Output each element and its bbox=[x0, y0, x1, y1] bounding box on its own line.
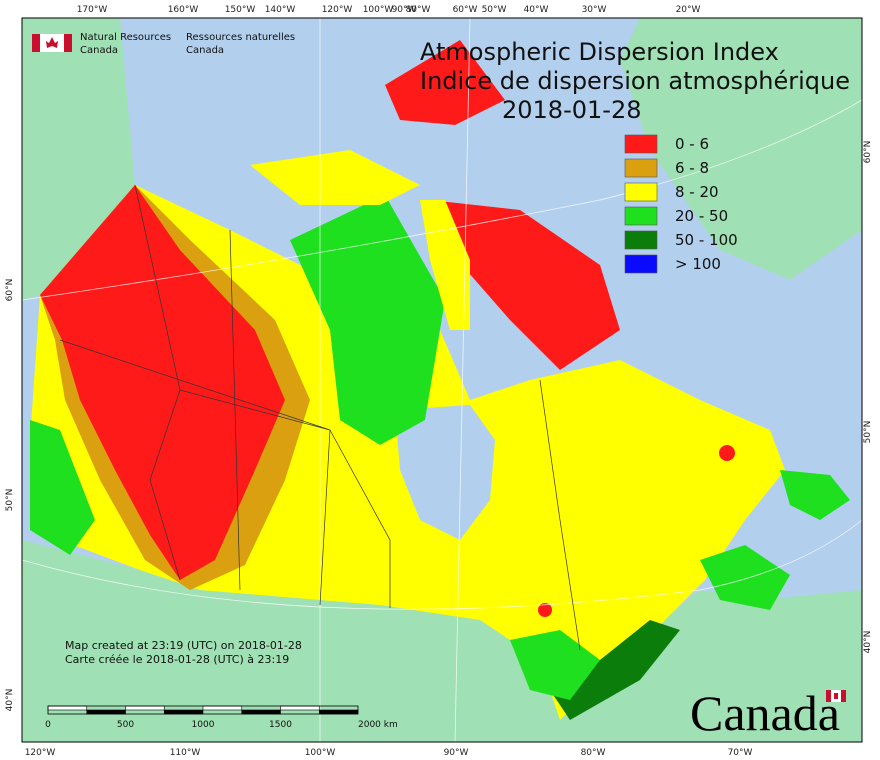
latitude-label: 50°N bbox=[5, 489, 15, 512]
map-frame bbox=[21, 17, 863, 743]
longitude-label: 80°W bbox=[581, 748, 606, 758]
map-note: Carte créée le 2018-01-28 (UTC) à 23:19 bbox=[65, 653, 289, 666]
wordmark-flag-band bbox=[841, 690, 846, 702]
latitude-label: 50°N bbox=[863, 421, 873, 444]
latitude-label: 40°N bbox=[5, 689, 15, 712]
text-layer: Natural Resources Canada Ressources nature… bbox=[5, 5, 873, 758]
scale-bar-segment bbox=[202, 705, 243, 711]
legend-label: 6 - 8 bbox=[675, 159, 709, 177]
latitude-label: 60°N bbox=[5, 279, 15, 302]
latitude-label: 40°N bbox=[863, 631, 873, 654]
longitude-label: 100°W bbox=[363, 5, 394, 15]
legend-swatch bbox=[624, 134, 658, 154]
flag-band bbox=[32, 34, 40, 52]
longitude-label: 20°W bbox=[676, 5, 701, 15]
department-name-fr: Canada bbox=[186, 45, 224, 56]
legend-swatch bbox=[624, 254, 658, 274]
wordmark-flag-leaf bbox=[834, 693, 838, 699]
maple-leaf bbox=[46, 37, 58, 48]
baffin-red bbox=[430, 200, 620, 370]
scale-bar-segment bbox=[280, 705, 320, 711]
ellesmere-red bbox=[385, 40, 505, 125]
region-20-50-ontario bbox=[510, 630, 600, 700]
alaska bbox=[22, 18, 135, 300]
legend-swatch bbox=[624, 182, 658, 202]
department-name-fr: Ressources naturelles bbox=[186, 32, 295, 43]
longitude-label: 40°W bbox=[524, 5, 549, 15]
canada-wordmark: Canada bbox=[690, 685, 840, 741]
longitude-label: 50°W bbox=[482, 5, 507, 15]
longitude-label: 80°W bbox=[406, 5, 431, 15]
scale-bar-segment bbox=[125, 705, 165, 711]
scale-bar-label: 500 bbox=[117, 720, 134, 730]
longitude-label: 140°W bbox=[265, 5, 296, 15]
scale-bar-segment bbox=[86, 709, 126, 715]
legend-swatch bbox=[624, 158, 658, 178]
graticule-line bbox=[21, 519, 863, 610]
region-0-6-west bbox=[40, 185, 285, 580]
province-border bbox=[539, 379, 581, 651]
longitude-label: 90°W bbox=[444, 748, 469, 758]
province-border bbox=[134, 184, 181, 581]
region-20-50-coast bbox=[30, 420, 95, 555]
longitude-label: 60°W bbox=[453, 5, 478, 15]
longitude-label: 150°W bbox=[225, 5, 256, 15]
legend-swatch bbox=[624, 230, 658, 250]
graticule-line bbox=[21, 99, 863, 301]
department-name-en: Canada bbox=[80, 45, 118, 56]
province-border bbox=[229, 229, 241, 591]
scale-bar-label: 0 bbox=[45, 720, 51, 730]
longitude-label: 100°W bbox=[305, 748, 336, 758]
region-0-6-spot bbox=[538, 603, 552, 617]
scale-bar-segment bbox=[318, 709, 359, 715]
longitude-label: 160°W bbox=[168, 5, 199, 15]
map-title: Atmospheric Dispersion Index bbox=[420, 38, 779, 66]
scale-bar-segment bbox=[47, 705, 88, 711]
flag-band bbox=[64, 34, 72, 52]
map-note: Map created at 23:19 (UTC) on 2018-01-28 bbox=[65, 639, 302, 652]
longitude-label: 120°W bbox=[25, 748, 56, 758]
region-50-100-south bbox=[550, 620, 680, 720]
scale-bar-label: 1000 bbox=[192, 720, 215, 730]
scale-bar-segment bbox=[241, 709, 281, 715]
legend-label: 8 - 20 bbox=[675, 183, 719, 201]
graticule-line bbox=[454, 17, 471, 743]
region-20-50-north bbox=[290, 195, 445, 445]
legend-swatch bbox=[624, 206, 658, 226]
longitude-label: 110°W bbox=[170, 748, 201, 758]
frame-border bbox=[21, 17, 863, 743]
hudson-bay bbox=[395, 405, 495, 540]
longitude-label: 90°W bbox=[392, 5, 417, 15]
scale-bar-segment bbox=[163, 709, 204, 715]
united-states bbox=[22, 540, 862, 742]
scale-bar-label: 2000 km bbox=[358, 720, 398, 730]
department-name-en: Natural Resources bbox=[80, 32, 171, 43]
scale-bar-outline bbox=[47, 705, 359, 715]
province-border bbox=[329, 429, 391, 608]
longitude-label: 70°W bbox=[728, 748, 753, 758]
longitude-label: 30°W bbox=[582, 5, 607, 15]
greenland bbox=[620, 18, 862, 280]
arctic-islands-yellow bbox=[250, 150, 420, 205]
legend-label: > 100 bbox=[675, 255, 721, 273]
province-border bbox=[59, 339, 331, 431]
map-title: Indice de dispersion atmosphérique bbox=[420, 67, 850, 95]
legend-label: 20 - 50 bbox=[675, 207, 728, 225]
map-title: 2018-01-28 bbox=[502, 96, 641, 124]
wordmark-flag-band bbox=[826, 690, 831, 702]
nrcan-signature bbox=[32, 34, 72, 52]
scale-bar-label: 1500 bbox=[269, 720, 292, 730]
latitude-label: 60°N bbox=[863, 141, 873, 164]
region-20-50-maritimes bbox=[700, 545, 790, 610]
longitude-label: 120°W bbox=[322, 5, 353, 15]
longitude-label: 170°W bbox=[77, 5, 108, 15]
region-0-6-spot bbox=[719, 445, 735, 461]
region-20-50-newfoundland bbox=[780, 470, 850, 520]
legend-label: 50 - 100 bbox=[675, 231, 738, 249]
legend-label: 0 - 6 bbox=[675, 135, 709, 153]
